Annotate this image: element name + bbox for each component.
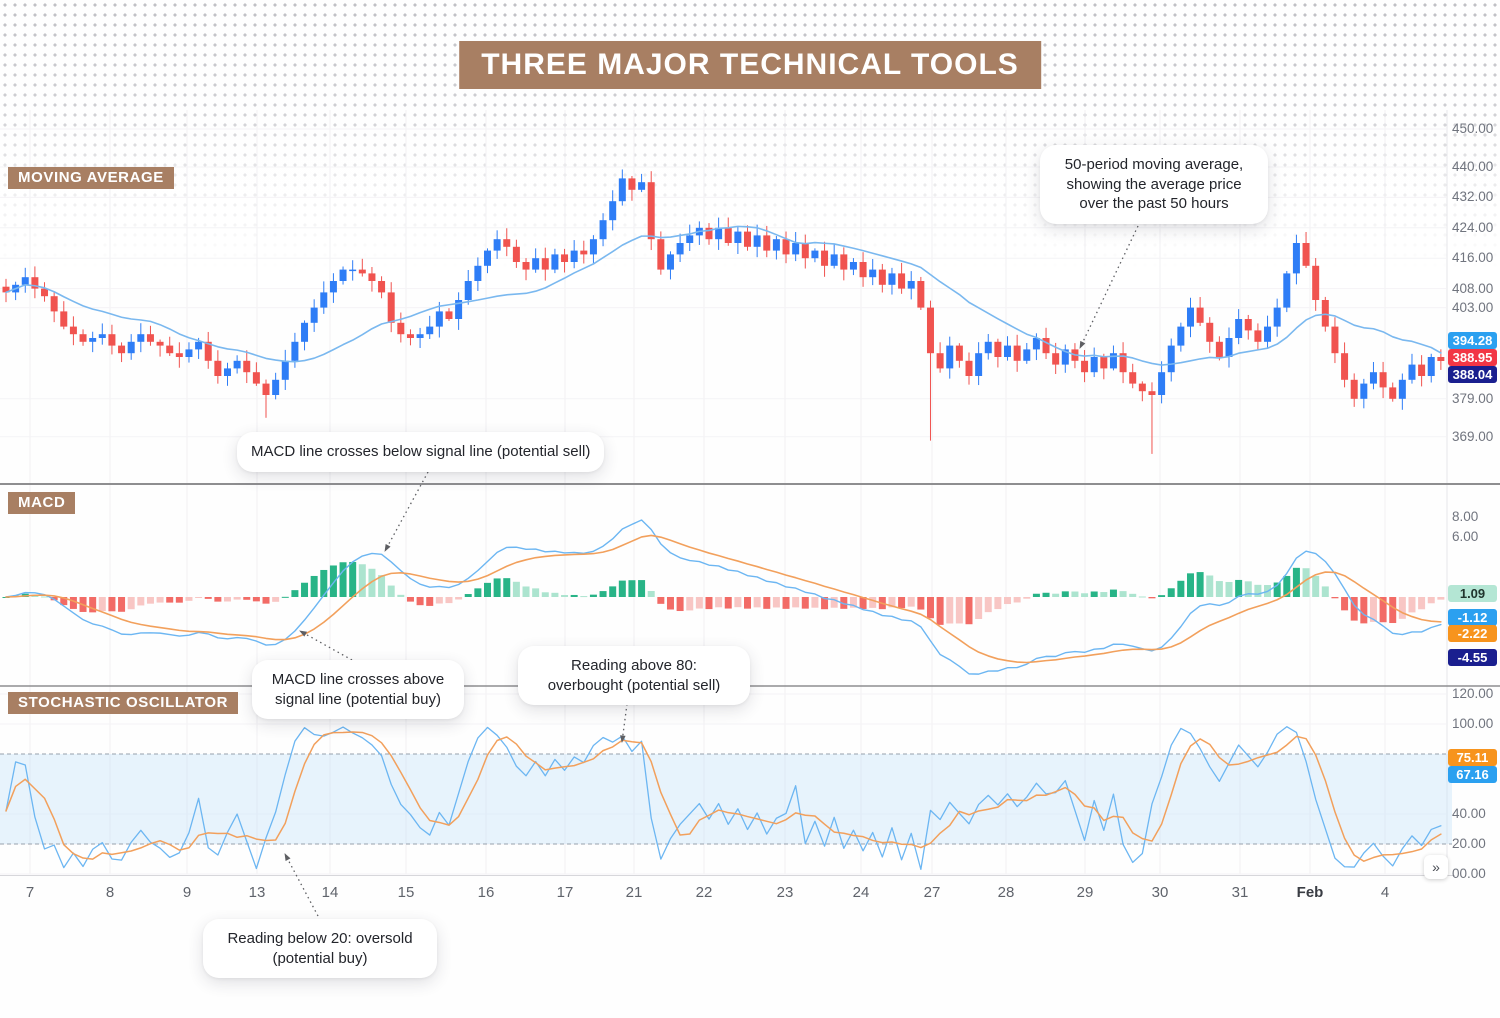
annotation-ma-note: 50-period moving average, showing the av…: [1040, 145, 1268, 224]
annotation-macd-sell: MACD line crosses below signal line (pot…: [237, 432, 605, 472]
price-value-badge: 388.95: [1448, 349, 1497, 366]
price-axis-tick: 403.00: [1452, 299, 1494, 315]
price-axis-tick: 440.00: [1452, 159, 1494, 174]
panel-label-macd: MACD: [8, 492, 76, 514]
x-axis-tick-17: 17: [556, 884, 574, 901]
stoch-axis-tick: 100.00: [1452, 716, 1494, 731]
x-axis-tick-22: 22: [695, 884, 713, 901]
annotation-stoch-buy: Reading below 20: oversold (potential bu…: [203, 919, 437, 978]
price-axis-tick: 369.00: [1452, 428, 1494, 444]
x-axis-tick-28: 28: [997, 884, 1015, 901]
macd-axis-tick: 8.00: [1452, 509, 1479, 524]
x-axis-tick-7: 7: [25, 884, 35, 901]
panel-label-moving-average: MOVING AVERAGE: [8, 167, 174, 189]
price-axis-tick: 424.00: [1452, 219, 1494, 235]
price-axis-tick: 416.00: [1452, 250, 1494, 266]
price-value-badge: 388.04: [1448, 366, 1497, 383]
x-axis-tick-30: 30: [1151, 884, 1169, 901]
price-axis-tick: 450.00: [1452, 121, 1494, 136]
x-axis-tick-Feb: Feb: [1296, 884, 1324, 901]
x-axis-tick-8: 8: [105, 884, 115, 901]
x-axis-tick-29: 29: [1076, 884, 1094, 901]
macd-value-badge: -2.22: [1448, 625, 1497, 642]
stoch-axis-tick: 120.00: [1452, 686, 1494, 701]
x-axis-tick-9: 9: [182, 884, 192, 901]
price-value-badge: 394.28: [1448, 332, 1497, 349]
macd-value-badge: -4.55: [1448, 649, 1497, 666]
panel-label-stochastic: STOCHASTIC OSCILLATOR: [8, 692, 239, 714]
annotation-stoch-sell: Reading above 80: overbought (potential …: [518, 646, 750, 705]
stoch-axis-tick: 20.00: [1452, 836, 1486, 851]
x-axis-tick-4: 4: [1380, 884, 1390, 901]
price-axis-tick: 432.00: [1452, 189, 1494, 205]
macd-value-badge: 1.09: [1448, 585, 1497, 602]
x-axis-tick-31: 31: [1231, 884, 1249, 901]
page-title: THREE MAJOR TECHNICAL TOOLS: [459, 41, 1041, 89]
annotation-macd-buy: MACD line crosses above signal line (pot…: [252, 660, 464, 719]
x-axis-tick-14: 14: [321, 884, 339, 901]
x-axis-tick-21: 21: [625, 884, 643, 901]
x-axis-tick-27: 27: [923, 884, 941, 901]
stoch-value-badge: 75.11: [1448, 749, 1497, 766]
x-axis-tick-13: 13: [248, 884, 266, 901]
x-axis-tick-16: 16: [477, 884, 495, 901]
x-axis-tick-23: 23: [776, 884, 794, 901]
scroll-right-button[interactable]: »: [1424, 855, 1448, 879]
price-axis-tick: 379.00: [1452, 390, 1494, 406]
price-axis-tick: 408.00: [1452, 280, 1494, 296]
stoch-value-badge: 67.16: [1448, 766, 1497, 783]
x-axis-tick-24: 24: [852, 884, 870, 901]
stoch-axis-tick: 00.00: [1452, 866, 1486, 881]
x-axis-tick-15: 15: [397, 884, 415, 901]
stoch-axis-tick: 40.00: [1452, 806, 1486, 821]
macd-axis-tick: 6.00: [1452, 529, 1479, 544]
macd-value-badge: -1.12: [1448, 609, 1497, 626]
